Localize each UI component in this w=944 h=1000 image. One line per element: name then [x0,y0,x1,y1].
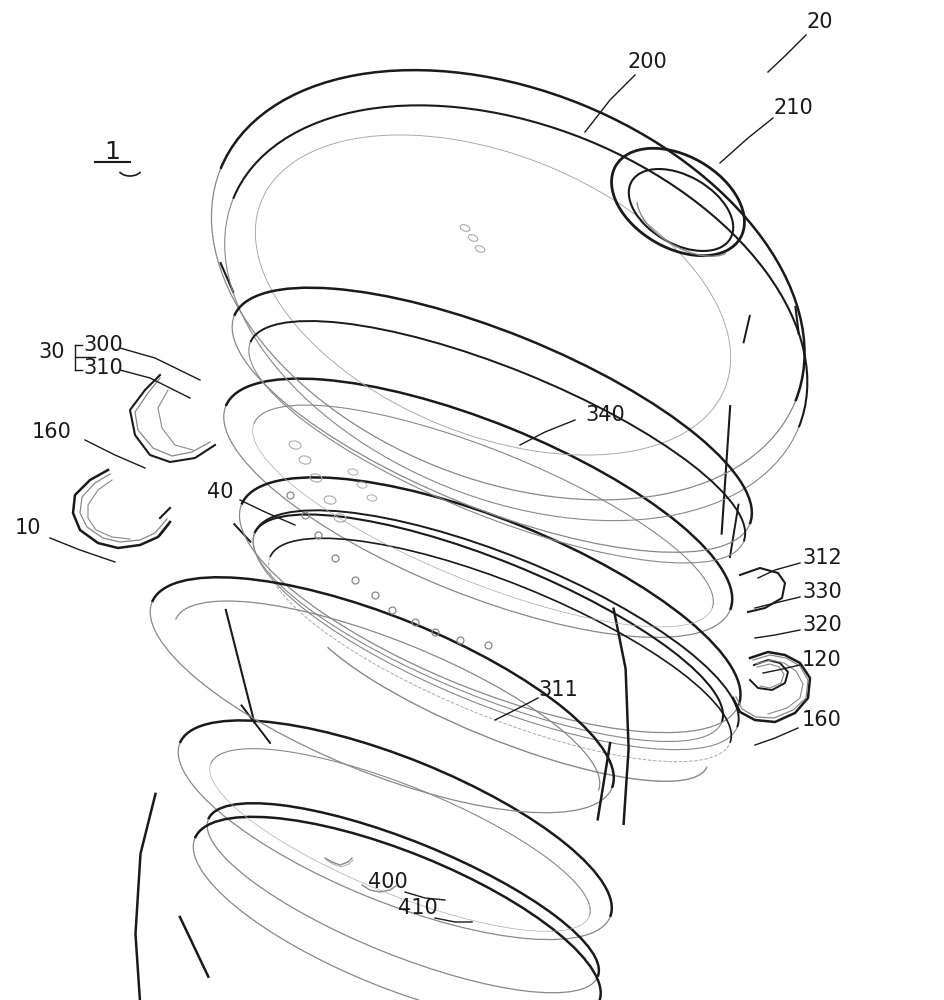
Text: 200: 200 [627,52,666,72]
Text: 20: 20 [807,12,834,32]
Text: 340: 340 [585,405,625,425]
Text: 10: 10 [15,518,42,538]
Text: 330: 330 [802,582,842,602]
Text: 120: 120 [802,650,842,670]
Text: 311: 311 [538,680,578,700]
Text: 300: 300 [83,335,123,355]
Text: 410: 410 [398,898,438,918]
Text: 312: 312 [802,548,842,568]
Text: 400: 400 [368,872,408,892]
Text: 320: 320 [802,615,842,635]
Text: 160: 160 [802,710,842,730]
Text: 210: 210 [773,98,813,118]
Text: 310: 310 [83,358,123,378]
Text: 1: 1 [104,140,120,164]
Text: 160: 160 [32,422,72,442]
Text: 30: 30 [39,342,65,362]
Text: 40: 40 [207,482,233,502]
